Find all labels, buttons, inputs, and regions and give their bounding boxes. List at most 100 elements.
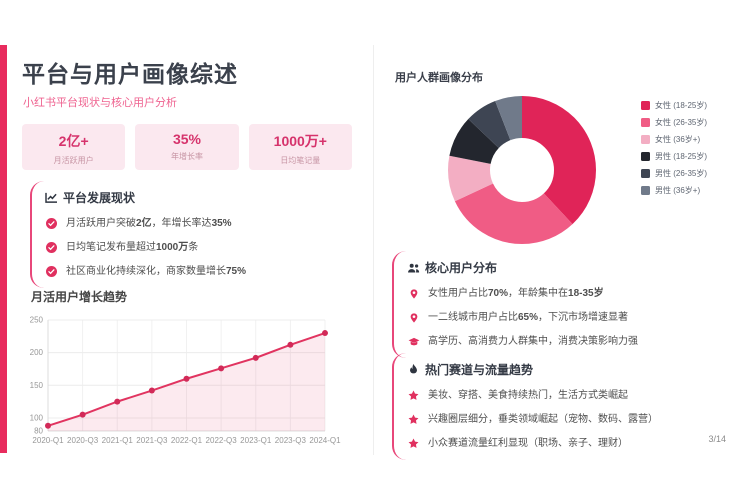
bullet-text: 女性用户占比70%，年龄集中在18-35岁: [428, 288, 604, 299]
area-fill: [48, 333, 325, 431]
platform-status-section: 平台发展现状 月活跃用户突破2亿，年增长率达35% 日均笔记发布量超过1000万条…: [30, 181, 352, 288]
legend-swatch: [641, 152, 650, 161]
pin-icon: [407, 288, 420, 300]
legend-swatch: [641, 101, 650, 110]
stat-value: 35%: [172, 131, 201, 147]
donut-chart: [448, 96, 596, 244]
data-point: [45, 422, 51, 429]
page-number: 3/14: [708, 434, 726, 444]
legend-label: 女性 (18-25岁): [655, 101, 708, 110]
data-point: [252, 354, 259, 361]
svg-text:2024-Q1: 2024-Q1: [309, 436, 341, 445]
list-item: 一二线城市用户占比65%，下沉市场增速显著: [407, 311, 724, 324]
stat-label: 日均笔记量: [280, 156, 321, 165]
section-header: 核心用户分布: [407, 259, 724, 276]
legend-swatch: [641, 186, 650, 195]
stats-row: 2亿+ 月活跃用户 35% 年增长率 1000万+ 日均笔记量: [22, 124, 352, 170]
bullet-text: 小众赛道流量红利显现（职场、亲子、理财）: [428, 438, 628, 449]
star-icon: [407, 390, 420, 401]
legend-item: 男性 (26-35岁): [641, 168, 707, 179]
legend-item: 女性 (36岁+): [641, 134, 707, 145]
bullet-text: 日均笔记发布量超过1000万条: [66, 242, 199, 253]
list-item: 社区商业化持续深化，商家数量增长75%: [45, 265, 352, 278]
svg-text:2021-Q3: 2021-Q3: [136, 436, 168, 445]
page-title: 平台与用户画像综述: [22, 61, 238, 87]
data-point: [114, 398, 121, 405]
section-title: 核心用户分布: [425, 261, 498, 275]
data-point: [79, 411, 86, 418]
bullet-text: 社区商业化持续深化，商家数量增长75%: [66, 266, 247, 277]
star-icon: [407, 438, 420, 449]
list-item: 美妆、穿搭、美食持续热门，生活方式类崛起: [407, 389, 724, 402]
stat-card: 1000万+ 日均笔记量: [248, 124, 352, 170]
svg-text:2023-Q1: 2023-Q1: [240, 436, 272, 445]
legend-swatch: [641, 118, 650, 127]
svg-text:150: 150: [30, 381, 44, 390]
section-title: 热门赛道与流量趋势: [425, 363, 534, 377]
svg-text:250: 250: [30, 316, 44, 325]
list-item: 高学历、高消费力人群集中，消费决策影响力强: [407, 335, 724, 348]
data-point: [183, 375, 190, 382]
donut-legend: 女性 (18-25岁) 女性 (26-35岁) 女性 (36岁+) 男性 (18-25…: [641, 100, 707, 202]
data-point: [287, 341, 294, 348]
pin-icon: [407, 312, 420, 324]
legend-swatch: [641, 169, 650, 178]
bullet-list: 美妆、穿搭、美食持续热门，生活方式类崛起兴趣圈层细分，垂类领域崛起（宠物、数码、…: [407, 389, 724, 450]
list-item: 月活跃用户突破2亿，年增长率达35%: [45, 217, 352, 230]
bullet-list: 女性用户占比70%，年龄集中在18-35岁一二线城市用户占比65%，下沉市场增速…: [407, 287, 724, 348]
svg-text:80: 80: [34, 427, 43, 436]
core-users-section: 核心用户分布 女性用户占比70%，年龄集中在18-35岁一二线城市用户占比65%…: [392, 251, 724, 358]
donut-segment: [448, 96, 596, 244]
line-chart-title: 月活用户增长趋势: [31, 290, 128, 304]
legend-item: 女性 (26-35岁): [641, 117, 707, 128]
users-icon: [407, 263, 420, 273]
list-item: 兴趣圈层细分，垂类领域崛起（宠物、数码、露营）: [407, 413, 724, 426]
svg-text:2020-Q1: 2020-Q1: [32, 436, 64, 445]
check-circle-icon: [45, 218, 58, 229]
section-header: 平台发展现状: [45, 189, 352, 206]
legend-label: 男性 (36岁+): [655, 186, 701, 195]
star-icon: [407, 414, 420, 425]
fire-icon: [407, 363, 420, 376]
line-chart: 80 100 150 200 250 2020-Q1 2020-Q3 2021-Q1 2021-…: [30, 316, 341, 446]
list-item: 日均笔记发布量超过1000万条: [45, 241, 352, 254]
hot-tracks-section: 热门赛道与流量趋势 美妆、穿搭、美食持续热门，生活方式类崛起兴趣圈层细分，垂类领…: [392, 353, 724, 460]
svg-text:100: 100: [30, 413, 44, 422]
stat-label: 月活跃用户: [53, 156, 94, 165]
data-point: [148, 387, 155, 394]
legend-label: 女性 (36岁+): [655, 135, 701, 144]
stat-value: 1000万+: [273, 133, 327, 149]
list-item: 小众赛道流量红利显现（职场、亲子、理财）: [407, 437, 724, 450]
bullet-text: 兴趣圈层细分，垂类领域崛起（宠物、数码、露营）: [428, 414, 658, 425]
section-header: 热门赛道与流量趋势: [407, 361, 724, 378]
bullet-text: 美妆、穿搭、美食持续热门，生活方式类崛起: [428, 390, 628, 401]
legend-item: 男性 (36岁+): [641, 185, 707, 196]
page-subtitle: 小红书平台现状与核心用户分析: [23, 97, 177, 109]
grad-cap-icon: [407, 337, 420, 347]
legend-label: 男性 (18-25岁): [655, 152, 708, 161]
donut-chart-title: 用户人群画像分布: [395, 72, 483, 84]
svg-text:2021-Q1: 2021-Q1: [102, 436, 134, 445]
check-circle-icon: [45, 266, 58, 277]
stat-value: 2亿+: [58, 133, 89, 149]
column-divider: [373, 45, 374, 455]
svg-text:2023-Q3: 2023-Q3: [275, 436, 307, 445]
stat-label: 年增长率: [170, 152, 203, 161]
donut-segment: [448, 96, 596, 244]
legend-label: 女性 (26-35岁): [655, 118, 708, 127]
svg-text:2022-Q3: 2022-Q3: [206, 436, 238, 445]
section-title: 平台发展现状: [63, 191, 136, 205]
bullet-text: 月活跃用户突破2亿，年增长率达35%: [66, 218, 232, 229]
svg-text:2022-Q1: 2022-Q1: [171, 436, 203, 445]
bullet-text: 高学历、高消费力人群集中，消费决策影响力强: [428, 336, 638, 347]
check-circle-icon: [45, 242, 58, 253]
legend-item: 女性 (18-25岁): [641, 100, 707, 111]
donut-segment: [448, 96, 596, 244]
stat-card: 2亿+ 月活跃用户: [22, 124, 126, 170]
left-accent-bar: [0, 45, 7, 453]
list-item: 女性用户占比70%，年龄集中在18-35岁: [407, 287, 724, 300]
legend-item: 男性 (18-25岁): [641, 151, 707, 162]
bullet-list: 月活跃用户突破2亿，年增长率达35% 日均笔记发布量超过1000万条社区商业化持续…: [45, 217, 352, 278]
data-point: [322, 330, 328, 337]
